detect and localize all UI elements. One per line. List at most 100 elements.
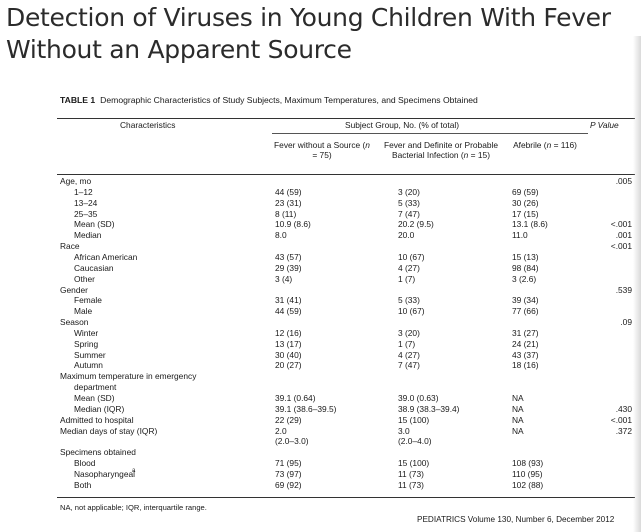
cell-bacterial-infection: 3 (20) (398, 186, 420, 197)
table-row: Caucasian 29 (39) 4 (27) 98 (84) (0, 263, 641, 273)
cell-afebrile: 39 (34) (512, 295, 539, 306)
cell-afebrile: 18 (16) (512, 360, 539, 371)
journal-source: PEDIATRICS Volume 130, Number 6, Decembe… (417, 515, 615, 524)
title-line-2: Without an Apparent Source (6, 35, 352, 64)
cell-fever-without-source: 8 (11) (275, 208, 297, 219)
cell-bacterial-infection: 4 (27) (398, 262, 420, 273)
table-row: Race <.001 (0, 241, 641, 251)
table-row: (2.0–3.0) (2.0–4.0) (0, 436, 641, 446)
title-line-1: Detection of Viruses in Young Children W… (6, 3, 611, 32)
row-label: 25–35 (74, 208, 98, 219)
cell-fever-without-source: (2.0–3.0) (275, 436, 309, 447)
cell-bacterial-infection: 3 (20) (398, 327, 420, 338)
table-footnote: NA, not applicable; IQR, interquartile r… (60, 503, 207, 512)
cell-fever-without-source: 69 (92) (275, 479, 302, 490)
cell-fever-without-source: 44 (59) (275, 186, 302, 197)
cell-afebrile: 3 (2.6) (512, 273, 537, 284)
table-row: Median 8.0 20.0 11.0 .001 (0, 230, 641, 240)
cell-bacterial-infection: 1 (7) (398, 273, 416, 284)
row-label: 1–12 (74, 186, 93, 197)
cell-p-value: <.001 (610, 414, 632, 425)
cell-afebrile: 77 (66) (512, 306, 539, 317)
cell-p-value: .09 (620, 317, 632, 328)
row-label: Specimens obtained (60, 447, 136, 458)
cell-p-value: .005 (615, 176, 632, 186)
row-label: Season (60, 317, 89, 328)
table-row: African American 43 (57) 10 (67) 15 (13) (0, 252, 641, 262)
table-row: Blood 71 (95) 15 (100) 108 (93) (0, 458, 641, 468)
cell-afebrile: 13.1 (8.6) (512, 219, 548, 230)
cell-p-value: .372 (615, 425, 632, 436)
row-label: Spring (74, 338, 99, 349)
cell-bacterial-infection: 11 (73) (398, 468, 424, 479)
cell-bacterial-infection: 11 (73) (398, 479, 424, 490)
cell-fever-without-source: 44 (59) (275, 306, 302, 317)
cell-bacterial-infection: 4 (27) (398, 349, 420, 360)
table-row: Both 69 (92) 11 (73) 102 (88) (0, 480, 641, 490)
cell-afebrile: NA (512, 393, 524, 403)
row-label: Median (IQR) (74, 403, 125, 414)
row-label: Median (74, 230, 102, 241)
table-caption-text: Demographic Characteristics of Study Sub… (100, 95, 478, 105)
table-row: Maximum temperature in emergency (0, 371, 641, 381)
row-label: Median days of stay (IQR) (60, 425, 158, 436)
cell-afebrile: NA (512, 403, 524, 414)
cell-bacterial-infection: 10 (67) (398, 306, 425, 317)
table-row: Nasopharyngeal a 73 (97) 11 (73) 110 (95) (0, 467, 641, 479)
page-title: Detection of Viruses in Young Children W… (6, 2, 638, 66)
table-row: 1–12 44 (59) 3 (20) 69 (59) (0, 187, 641, 197)
header-subject-group: Subject Group, No. (% of total) (345, 120, 460, 130)
cell-fever-without-source: 31 (41) (275, 295, 302, 306)
cell-afebrile: 15 (13) (512, 251, 539, 262)
cell-fever-without-source: 39.1 (0.64) (275, 393, 316, 403)
row-label: Blood (74, 458, 96, 469)
cell-bacterial-infection: 39.0 (0.63) (398, 393, 439, 403)
cell-fever-without-source: 13 (17) (275, 338, 302, 349)
row-label: Female (74, 295, 102, 306)
table-caption: TABLE 1 Demographic Characteristics of St… (60, 95, 580, 105)
cell-fever-without-source: 71 (95) (275, 458, 302, 469)
cell-bacterial-infection: 7 (47) (398, 360, 420, 371)
cell-fever-without-source: 12 (16) (275, 327, 302, 338)
cell-bacterial-infection: 38.9 (38.3–39.4) (398, 403, 460, 414)
table-row: Age, mo .005 (0, 176, 641, 186)
cell-fever-without-source: 30 (40) (275, 349, 302, 360)
table-row: Median days of stay (IQR) 2.0 3.0 NA .372 (0, 426, 641, 436)
header-p-value: P Value (590, 120, 619, 130)
table-row: Summer 30 (40) 4 (27) 43 (37) (0, 350, 641, 360)
table-row: Spring 13 (17) 1 (7) 24 (21) (0, 339, 641, 349)
table-bottom-rule (57, 497, 635, 498)
table-row: 25–35 8 (11) 7 (47) 17 (15) (0, 209, 641, 219)
cell-afebrile: 17 (15) (512, 208, 539, 219)
cell-bacterial-infection: 5 (33) (398, 295, 420, 306)
header-characteristics: Characteristics (120, 120, 176, 130)
cell-afebrile: NA (512, 414, 524, 425)
row-label: Mean (SD) (74, 219, 115, 230)
cell-fever-without-source: 10.9 (8.6) (275, 219, 311, 230)
cell-bacterial-infection: 5 (33) (398, 197, 420, 208)
row-label: African American (74, 251, 138, 262)
cell-afebrile: 102 (88) (512, 479, 544, 490)
cell-bacterial-infection: 15 (100) (398, 458, 430, 469)
cell-fever-without-source: 39.1 (38.6–39.5) (275, 403, 337, 414)
cell-fever-without-source: 43 (57) (275, 251, 302, 262)
cell-bacterial-infection: 20.2 (9.5) (398, 219, 434, 230)
cell-fever-without-source: 73 (97) (275, 468, 302, 479)
table-row: Winter 12 (16) 3 (20) 31 (27) (0, 328, 641, 338)
row-label: Admitted to hospital (60, 414, 134, 425)
footnote-marker: a (132, 467, 136, 474)
header-col3: Afebrile (n = 116) (513, 140, 577, 150)
table-row: 13–24 23 (31) 5 (33) 30 (26) (0, 198, 641, 208)
row-label: Autumn (74, 360, 103, 371)
cell-fever-without-source: 2.0 (275, 425, 287, 436)
cell-p-value: .430 (615, 403, 632, 414)
cell-bacterial-infection: 7 (47) (398, 208, 420, 219)
cell-p-value: .001 (615, 230, 632, 241)
cell-fever-without-source: 8.0 (275, 230, 287, 241)
cell-fever-without-source: 23 (31) (275, 197, 302, 208)
header-bottom-rule (57, 174, 635, 175)
cell-bacterial-infection: (2.0–4.0) (398, 436, 432, 447)
cell-bacterial-infection: 10 (67) (398, 251, 425, 262)
page-edge-shadow (633, 36, 641, 532)
row-label: department (74, 382, 117, 393)
